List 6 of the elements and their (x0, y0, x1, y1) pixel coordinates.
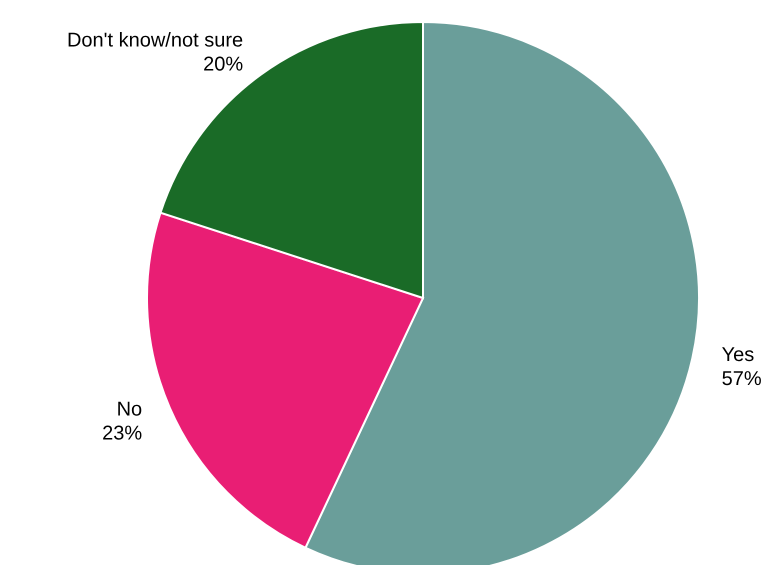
slice-label: Don't know/not sure (66, 29, 244, 52)
slice-label: Yes (722, 344, 754, 366)
data-label: 57% (722, 368, 762, 390)
slice-label: No (116, 398, 142, 421)
data-label: 23% (102, 422, 142, 445)
data-label: 20% (203, 53, 244, 76)
